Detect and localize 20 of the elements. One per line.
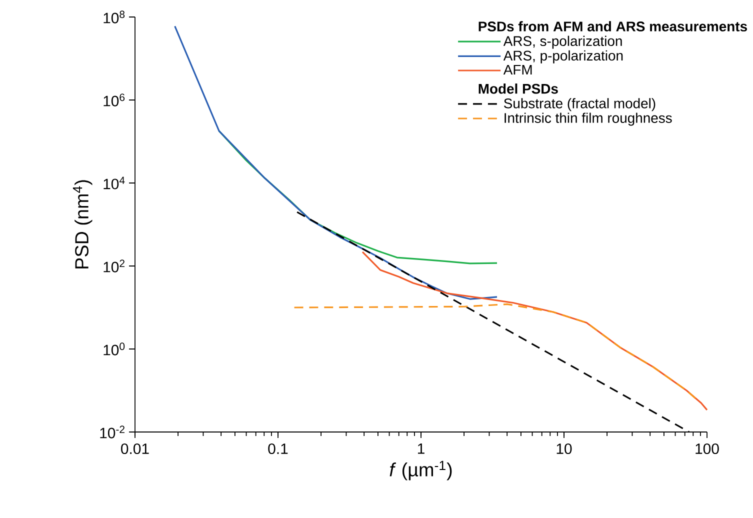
- legend-label: ARS, s-polarization: [503, 36, 622, 49]
- y-tick-label: 10$^{2}$: [104, 260, 124, 272]
- legend-label: Substrate (fractal model): [504, 98, 656, 112]
- x-tick-label: 100: [696, 443, 719, 454]
- annotation: Model PSDs: [478, 84, 558, 94]
- x-tick-label: 0.01: [121, 443, 149, 454]
- y-tick-label: 10$^{-2}$: [100, 426, 124, 438]
- legend-title: PSDs from AFM and ARS measurements: [478, 21, 747, 32]
- y-tick-label: 10$^{0}$: [104, 342, 125, 356]
- legend-label: Intrinsic thin film roughness: [504, 112, 672, 126]
- x-tick-label: 0.1: [268, 443, 288, 454]
- y-tick-label: 10$^{6}$: [104, 94, 125, 106]
- legend-label: AFM: [503, 64, 532, 75]
- y-axis-title: PSD (nm$^{4}$): [72, 180, 92, 268]
- y-tick-label: 10$^{4}$: [104, 176, 125, 190]
- x-axis-title: f (µm$^{-1}$): [390, 460, 452, 480]
- x-tick-label: 1: [418, 443, 424, 454]
- y-tick-label: 10$^{8}$: [104, 10, 125, 24]
- legend-label: ARS, p-polarization: [503, 50, 623, 64]
- x-tick-label: 10: [556, 443, 572, 454]
